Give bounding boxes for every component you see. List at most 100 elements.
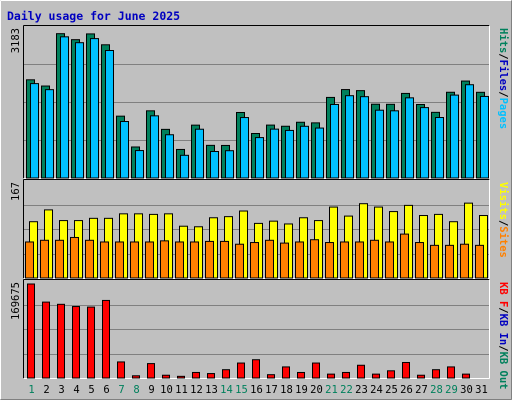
x-tick-label: 6 [103, 384, 109, 396]
bar-pages [450, 94, 459, 179]
bar-sites [265, 239, 274, 279]
x-tick-label: 9 [148, 384, 154, 396]
bar-pages [105, 50, 114, 179]
bar-kbytes [177, 375, 185, 379]
x-tick-label: 1 [28, 384, 34, 396]
legend-item: KB In [497, 314, 509, 346]
bar-kbytes [132, 375, 140, 379]
bar-sites [295, 241, 304, 279]
chart-title: Daily usage for June 2025 [7, 9, 180, 23]
bar-sites [100, 241, 109, 279]
bar-kbytes [462, 373, 470, 379]
legend-item: Files [497, 60, 509, 92]
bar-sites [235, 243, 244, 279]
bar-kbytes [27, 283, 35, 379]
bar-sites [475, 244, 484, 279]
bar-pages [30, 83, 39, 179]
bar-pages [90, 38, 99, 179]
legend-text: KB F/KB In/KB Out [497, 282, 509, 390]
x-tick-label: 24 [370, 384, 383, 396]
bar-sites [460, 243, 469, 279]
x-tick-label: 25 [385, 384, 398, 396]
x-tick-label: 16 [250, 384, 263, 396]
x-tick-label: 22 [340, 384, 353, 396]
bar-pages [345, 95, 354, 179]
bar-sites [55, 239, 64, 279]
x-tick-label: 17 [265, 384, 278, 396]
x-tick-label: 27 [415, 384, 428, 396]
bar-kbytes [432, 369, 440, 379]
bar-sites [145, 241, 154, 279]
bar-pages [480, 95, 489, 179]
bar-pages [165, 134, 174, 179]
bar-pages [240, 117, 249, 179]
bar-kbytes [72, 306, 80, 379]
bar-kbytes [102, 299, 110, 379]
bar-pages [330, 103, 339, 179]
x-tick-label: 28 [430, 384, 443, 396]
bar-kbytes [342, 371, 350, 379]
x-tick-label: 18 [280, 384, 293, 396]
bar-sites [340, 241, 349, 279]
legend-text: Visits/Sites [497, 182, 509, 258]
panel-3 [23, 279, 490, 379]
legend-separator: / [497, 345, 509, 351]
x-tick-label: 11 [175, 384, 188, 396]
legend-text: Hits/Files/Pages [497, 28, 509, 129]
bar-pages [225, 150, 234, 179]
bar-pages [300, 125, 309, 179]
bar-pages [465, 84, 474, 179]
bar-pages [75, 42, 84, 179]
x-tick-label: 14 [220, 384, 233, 396]
legend-separator: / [497, 53, 509, 59]
bar-kbytes [447, 366, 455, 379]
x-tick-label: 20 [310, 384, 323, 396]
bar-pages [270, 128, 279, 179]
bar-pages [150, 115, 159, 179]
bar-kbytes [282, 366, 290, 379]
bar-pages [375, 109, 384, 179]
legend-1: Hits/Files/Pages [497, 28, 509, 129]
bar-kbytes [162, 374, 170, 379]
bar-pages [285, 129, 294, 179]
x-tick-label: 7 [118, 384, 124, 396]
bar-sites [400, 233, 409, 279]
x-tick-label: 12 [190, 384, 203, 396]
x-axis-labels: 1 2 3 4 5 6 7 8 9 10 11 12 13 14 15 16 17 18 19 20 21 22 23 24 2… [28, 384, 487, 396]
legend-item: Pages [497, 98, 509, 130]
bar-sites [250, 242, 259, 279]
bar-kbytes [192, 371, 200, 379]
bar-sites [130, 241, 139, 279]
bar-kbytes [117, 361, 125, 379]
bar-sites [310, 239, 319, 279]
legend-item: KB F [497, 282, 509, 307]
bar-sites [325, 242, 334, 279]
bar-sites [175, 241, 184, 279]
bar-pages [420, 107, 429, 179]
bar-sites [385, 241, 394, 279]
bar-kbytes [417, 374, 425, 379]
bar-sites [370, 239, 379, 279]
legend-separator: / [497, 91, 509, 97]
y-max-label-2: 167 [10, 182, 22, 201]
bar-pages [435, 117, 444, 179]
bar-sites [220, 240, 229, 279]
x-tick-label: 21 [325, 384, 338, 396]
x-tick-label: 10 [160, 384, 173, 396]
bar-pages [180, 154, 189, 179]
bar-kbytes [297, 371, 305, 379]
bar-pages [135, 150, 144, 179]
x-tick-label: 19 [295, 384, 308, 396]
bar-pages [120, 121, 129, 179]
y-max-label-1: 3183 [10, 28, 22, 53]
bar-pages [360, 96, 369, 179]
x-tick-label: 8 [133, 384, 139, 396]
bar-kbytes [267, 374, 275, 379]
bar-pages [405, 97, 414, 179]
panel-2 [23, 179, 490, 279]
x-tick-label: 13 [205, 384, 218, 396]
bar-sites [40, 239, 49, 279]
legend-separator: / [497, 220, 509, 226]
